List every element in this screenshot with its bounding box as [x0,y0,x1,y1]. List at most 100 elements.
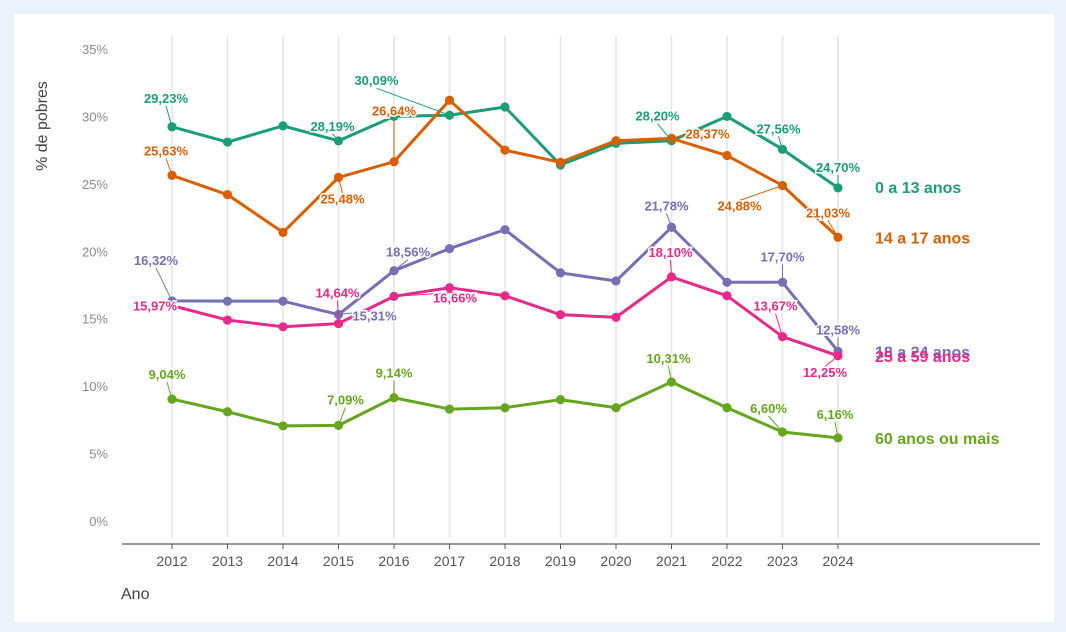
data-label-leader [768,415,783,433]
data-label-leader [739,185,783,201]
data-label-leader [332,133,339,142]
data-point [444,243,455,254]
data-point [722,403,732,413]
data-label: 28,20% [635,109,680,124]
data-label-leader [393,259,409,272]
x-tick-label: 2013 [212,553,243,569]
y-tick-label: 10% [82,379,108,394]
data-label: 21,03% [806,205,851,220]
data-label-leader [155,267,173,302]
x-tick-label: 2020 [600,553,631,569]
data-point [222,315,233,325]
data-label: 28,37% [685,126,730,141]
x-tick-label: 2024 [822,553,853,569]
data-label: 9,14% [376,366,413,381]
data-point [611,312,621,322]
data-label: 24,88% [717,198,762,213]
x-tick-label: 2021 [656,553,687,569]
data-point [555,157,566,167]
data-point [278,322,288,332]
data-point [555,395,566,405]
data-point [500,145,510,155]
data-point [444,404,455,414]
data-label: 16,66% [433,290,478,305]
x-tick-label: 2019 [545,553,576,569]
data-point [722,150,732,161]
data-label-leader [338,310,375,316]
data-point [389,111,399,122]
data-label: 12,25% [803,365,848,380]
data-label-leader [376,87,450,116]
data-label: 13,67% [753,299,798,314]
data-point [611,403,621,413]
y-tick-label: 15% [82,312,108,327]
data-point [222,407,233,417]
y-tick-label: 25% [82,177,108,192]
series-name-label: 0 a 13 anos [875,180,961,197]
data-label-leader [834,421,839,439]
y-axis-title: % de pobres [34,81,51,171]
data-point [278,296,288,306]
data-label: 26,64% [372,104,417,119]
data-label: 18,56% [386,245,431,260]
data-point [444,95,455,105]
x-tick-label: 2018 [489,553,520,569]
y-tick-label: 20% [82,244,108,259]
data-label-leader [670,259,672,277]
data-point [278,121,288,131]
series-name-label: 18 a 24 anos [875,344,970,361]
data-label-leader [393,291,456,297]
x-tick-label: 2012 [156,553,187,569]
data-label: 6,60% [750,401,787,416]
axes: 2012 2013 2014 2015 2016 2017 2018 2019 2020 2021… [82,42,1040,569]
data-label-leader [166,381,173,400]
data-labels: 29,23% 28,19% 30,09% 28,20% 27,56% 24,70% 0 a … [131,72,1000,448]
data-point [500,291,510,301]
x-tick-label: 2023 [767,553,798,569]
data-label-leader [165,105,173,127]
y-tick-label: 30% [82,109,108,124]
data-label: 9,04% [149,367,186,382]
data-label-leader [154,300,173,307]
data-point [222,137,233,147]
data-label: 14,64% [315,286,360,301]
line-chart: 2012 2013 2014 2015 2016 2017 2018 2019 2020 2021… [34,36,1040,603]
data-label-leader [668,365,672,383]
data-label: 28,19% [310,119,355,134]
series-name-label: 60 anos ou mais [875,431,1000,448]
data-point [722,277,732,287]
data-point [722,291,732,301]
x-tick-label: 2017 [434,553,465,569]
data-point [278,421,288,431]
data-label: 18,10% [648,245,693,260]
data-label-leader [671,127,708,139]
y-tick-label: 0% [89,514,108,529]
data-label-leader [824,355,839,368]
data-point [444,283,455,293]
data-point [555,268,566,278]
data-label-leader [827,220,839,238]
y-tick-label: 35% [82,42,108,57]
data-label: 15,31% [352,309,397,324]
x-tick-label: 2022 [711,553,742,569]
data-point [278,227,288,238]
data-label: 21,78% [644,198,689,213]
data-point [555,310,566,320]
data-label-leader [775,313,783,337]
data-label: 7,09% [327,392,364,407]
data-label: 17,70% [760,249,805,264]
data-label-leader [337,300,339,324]
data-point [500,102,510,112]
data-label: 29,23% [144,91,189,106]
data-label-leader [165,158,173,176]
x-tick-label: 2014 [267,553,298,569]
data-label-leader [338,177,343,194]
data-point [222,190,233,200]
series-name-label: 25 a 59 anos [875,349,970,366]
data-label: 16,32% [134,253,179,268]
data-point [722,111,732,122]
data-label-leader [657,123,672,142]
data-label: 6,16% [817,407,854,422]
data-point [222,296,233,306]
data-point [500,403,510,413]
